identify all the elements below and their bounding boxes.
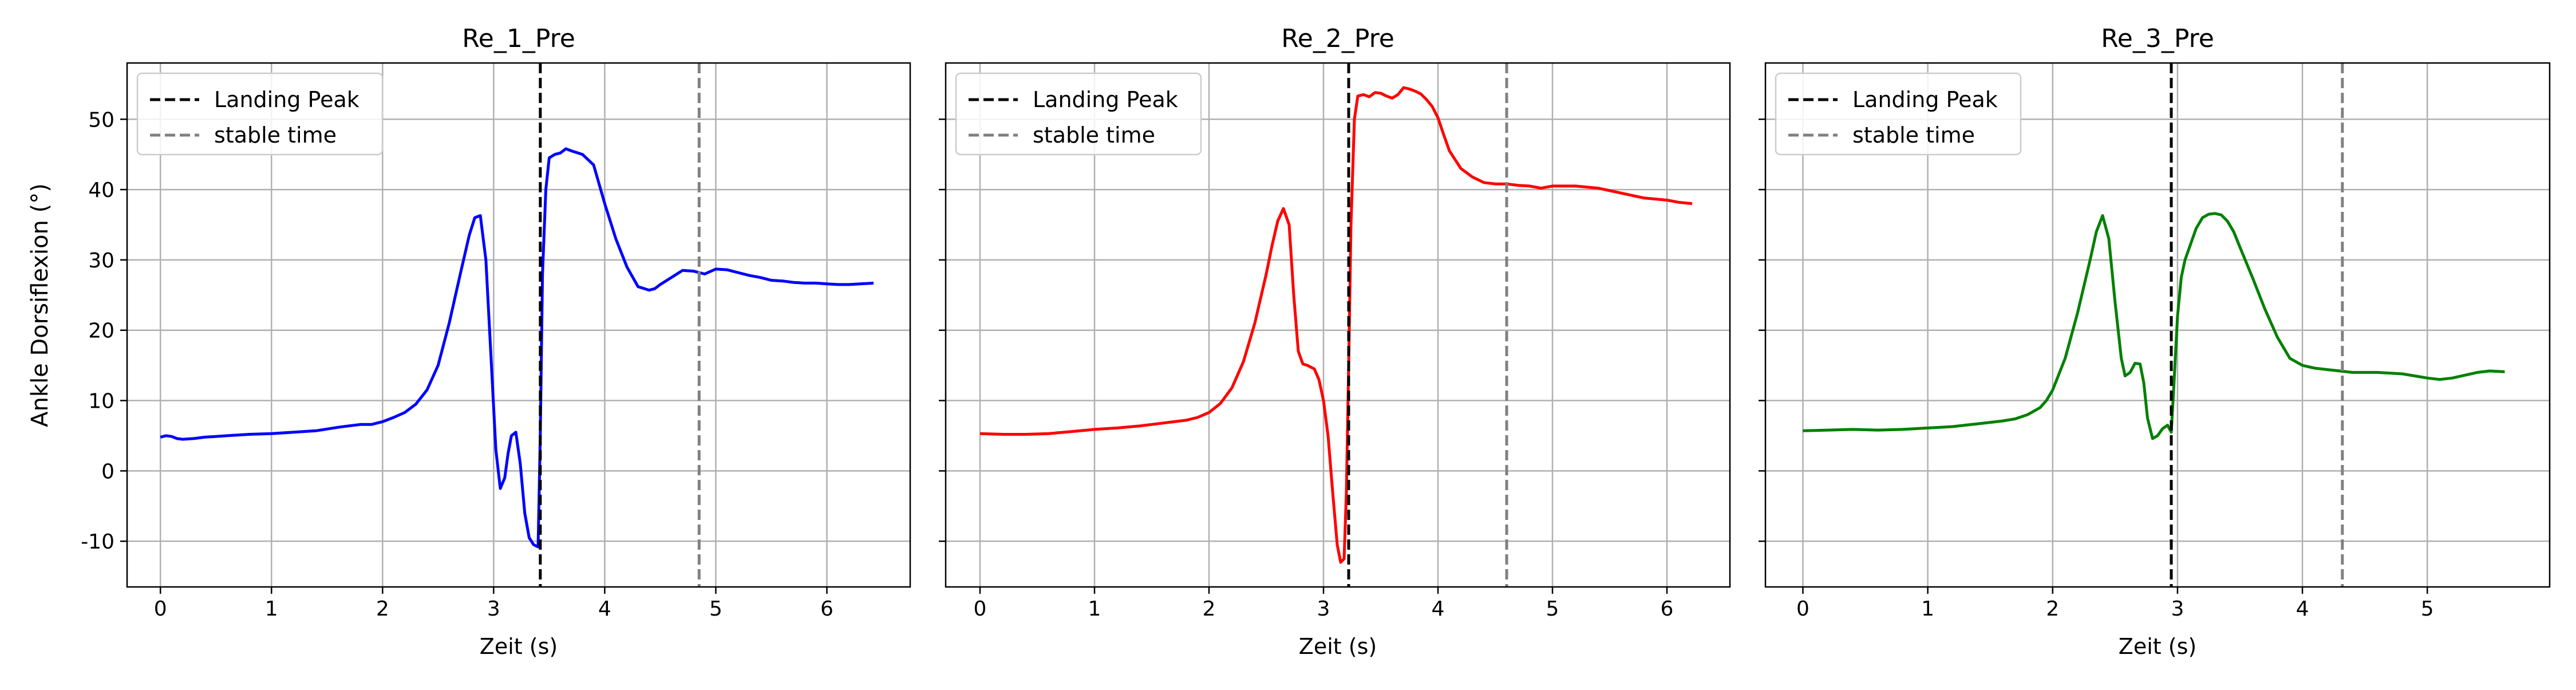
axes-frame (126, 62, 911, 588)
legend-landing-peak-label: Landing Peak (1852, 87, 1998, 112)
panel-3: 0 1 2 3 4 5 Re_3_Pre Zeit (s) Landing Peak stable… (1759, 24, 2551, 659)
x-tick-label: 0 (974, 597, 987, 621)
x-tick-label: 1 (265, 597, 278, 621)
axes-frame (945, 62, 1731, 588)
x-tick-label: 1 (1921, 597, 1934, 621)
x-tick-label: 6 (1661, 597, 1674, 621)
x-tick-label: 2 (1203, 597, 1216, 621)
y-tick-label: 30 (88, 249, 114, 273)
grid (127, 63, 910, 587)
x-tick-label: 6 (820, 597, 833, 621)
figure-ylabel: Ankle Dorsiflexion (°) (27, 183, 53, 427)
panel-2: 0 1 2 3 4 5 6 Re_2_Pre Zeit (s) Landing Peak stabl… (939, 24, 1731, 659)
legend: Landing Peak stable time (1775, 72, 2022, 156)
y-tick-label: 20 (88, 320, 114, 343)
x-tick-label: 0 (154, 597, 167, 621)
y-tick-label: -10 (81, 530, 114, 554)
legend-landing-peak-label: Landing Peak (214, 87, 359, 112)
panel-title: Re_1_Pre (462, 24, 575, 53)
x-tick-label: 5 (1546, 597, 1559, 621)
x-tick-label: 1 (1088, 597, 1101, 621)
x-tick-label: 2 (2046, 597, 2059, 621)
legend: Landing Peak stable time (136, 72, 384, 156)
x-axis-label: Zeit (s) (480, 634, 558, 659)
x-tick-label: 4 (598, 597, 611, 621)
panel-title: Re_3_Pre (2101, 24, 2214, 53)
series-line (1803, 212, 2505, 440)
x-tick-label: 5 (709, 597, 722, 621)
x-tick-label: 3 (2171, 597, 2184, 621)
x-tick-label: 3 (1317, 597, 1330, 621)
y-tick-label: 50 (88, 108, 114, 132)
legend-stable-time-label: stable time (1033, 123, 1155, 148)
y-tick-label: 0 (101, 460, 114, 483)
x-tick-label: 0 (1796, 597, 1809, 621)
x-tick-label: 4 (2296, 597, 2309, 621)
x-tick-label: 2 (376, 597, 389, 621)
x-tick-label: 3 (487, 597, 500, 621)
axes-frame (1764, 62, 2551, 588)
legend-landing-peak-label: Landing Peak (1033, 87, 1178, 112)
y-tick-label: 40 (88, 179, 114, 202)
x-axis-label: Zeit (s) (2119, 634, 2196, 659)
legend: Landing Peak stable time (955, 72, 1202, 156)
x-axis-label: Zeit (s) (1299, 634, 1377, 659)
x-tick-label: 5 (2421, 597, 2434, 621)
series-line (160, 147, 874, 549)
legend-stable-time-label: stable time (214, 123, 337, 148)
panel-1: 0 1 2 3 4 5 6 -10 0 10 20 30 40 50 Re_1_Pre Zeit (s) Lan… (81, 24, 911, 659)
panel-title: Re_2_Pre (1281, 24, 1394, 53)
x-tick-label: 4 (1432, 597, 1445, 621)
legend-stable-time-label: stable time (1852, 123, 1975, 148)
y-tick-label: 10 (88, 390, 114, 413)
